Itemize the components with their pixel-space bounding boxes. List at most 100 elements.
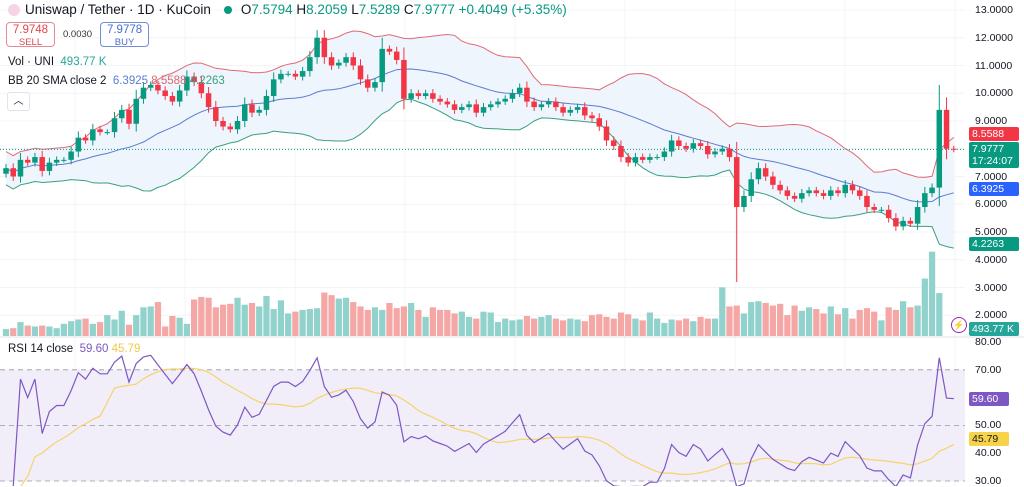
candle-body: [321, 37, 328, 58]
candle: [719, 145, 725, 155]
volume-bar: [458, 311, 465, 336]
rsi-axis-label: 50.00: [975, 419, 1002, 432]
candle-body: [140, 87, 147, 99]
volume-legend-value: 493.77 K: [60, 56, 107, 68]
volume-bar: [748, 302, 755, 336]
candle: [748, 172, 754, 203]
candle: [828, 186, 834, 200]
candle-body: [770, 176, 776, 185]
candle-body: [618, 145, 624, 158]
volume-badge: 493.77 K: [969, 322, 1019, 336]
volume-bar: [552, 318, 559, 336]
rsi-legend[interactable]: RSI 14 close 59.60 45.79: [8, 343, 141, 355]
candle: [907, 217, 914, 228]
volume-bar: [328, 295, 335, 336]
bb-legend[interactable]: BB 20 SMA close 2 6.3925 8.5588 4.2263: [8, 75, 225, 87]
candle: [437, 95, 443, 105]
candle-body: [270, 79, 277, 97]
candle-body: [574, 107, 581, 110]
candle: [914, 200, 921, 230]
candle-body: [364, 79, 371, 88]
candle: [661, 147, 668, 161]
candle: [162, 86, 168, 100]
candle: [936, 84, 943, 206]
candle-body: [227, 126, 234, 130]
price-axis-label: 10.0000: [975, 87, 1013, 100]
volume-bar: [190, 299, 198, 336]
candle-body: [748, 179, 754, 196]
close-value: 7.9777: [413, 2, 455, 17]
volume-bar: [415, 309, 422, 336]
candle: [205, 87, 212, 113]
candle: [242, 97, 248, 128]
volume-bar: [603, 316, 610, 336]
volume-bar: [393, 308, 400, 336]
volume-bar: [270, 309, 277, 336]
candle: [900, 216, 906, 231]
buy-button[interactable]: 7.9778 BUY: [100, 22, 150, 48]
volume-bar: [690, 321, 697, 336]
candle: [596, 113, 603, 131]
candle: [871, 203, 877, 214]
candle: [68, 146, 74, 165]
candle: [328, 52, 335, 70]
volume-bar: [885, 307, 892, 336]
volume-bar: [111, 319, 118, 336]
volume-bar: [813, 309, 820, 336]
buy-price: 7.9778: [106, 24, 143, 36]
volume-bar: [219, 304, 227, 336]
lightning-icon[interactable]: ⚡: [951, 317, 967, 333]
candle-body: [733, 157, 740, 208]
candle-body: [379, 48, 385, 83]
uniswap-logo-icon: [8, 3, 20, 16]
candle: [473, 99, 480, 118]
volume-bar: [892, 309, 900, 336]
volume-bar: [17, 322, 24, 336]
sell-button[interactable]: 7.9748 SELL: [6, 22, 55, 48]
candle: [321, 30, 328, 64]
candle: [422, 89, 429, 100]
volume-legend[interactable]: Vol · UNI 493.77 K: [8, 56, 107, 68]
candle-body: [336, 62, 342, 66]
volume-bar: [545, 315, 552, 336]
candle: [560, 102, 566, 117]
candle-body: [422, 93, 429, 97]
candle: [350, 52, 357, 70]
bb-upper-value: 8.5588: [151, 75, 187, 87]
candle-body: [777, 184, 783, 191]
candle: [75, 131, 82, 158]
candle: [155, 80, 161, 95]
volume-bar: [791, 305, 798, 336]
symbol-title[interactable]: Uniswap / Tether · 1D · KuCoin: [25, 2, 211, 17]
volume-bar: [762, 302, 769, 336]
candle-body: [393, 51, 400, 60]
candle-body: [155, 84, 161, 91]
candle-body: [806, 190, 812, 194]
symbol-header: Uniswap / Tether · 1D · KuCoin O7.5794 H…: [8, 2, 567, 17]
rsi-levels: [0, 369, 965, 482]
candle: [82, 134, 89, 144]
candle-body: [712, 151, 718, 155]
candle: [147, 81, 154, 92]
candle-body: [531, 101, 537, 108]
candle: [46, 157, 53, 176]
candle: [842, 179, 848, 198]
candle: [444, 98, 451, 108]
candle-body: [104, 132, 111, 134]
candle: [53, 156, 60, 166]
candle: [336, 59, 342, 69]
candle-body: [242, 104, 248, 121]
volume-bar: [878, 320, 885, 336]
candle: [690, 139, 697, 153]
candle: [712, 148, 718, 158]
volume-bar: [436, 309, 444, 336]
candle-body: [632, 157, 639, 163]
collapse-legend-button[interactable]: ︿: [7, 92, 30, 111]
candle-body: [596, 118, 603, 127]
candle-body: [10, 168, 16, 177]
candle-body: [538, 104, 545, 108]
volume-bar: [639, 320, 646, 336]
candle: [632, 152, 639, 167]
volume-bar: [212, 307, 219, 336]
